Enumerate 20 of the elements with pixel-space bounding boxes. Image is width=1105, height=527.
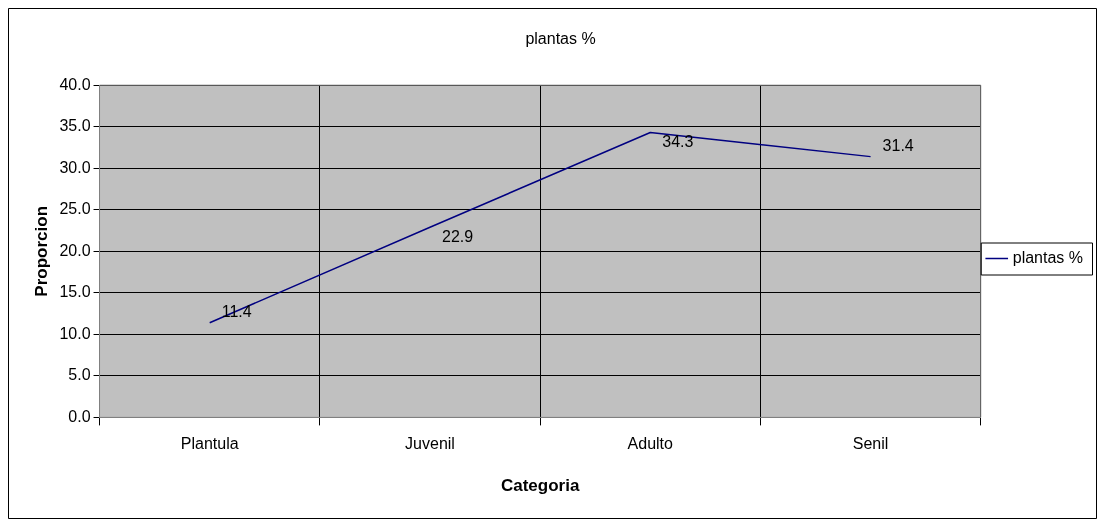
x-tick-label: Senil [852,435,889,453]
y-tick-label: 0.0 [68,407,91,425]
data-label: 22.9 [441,227,474,245]
y-tick-label: 15.0 [59,283,91,301]
y-tick-label: 35.0 [59,117,91,135]
y-tick-label: 40.0 [59,75,91,93]
y-tick-label: 10.0 [59,324,91,342]
y-tick-label: 5.0 [68,366,91,384]
y-tick-label: 20.0 [59,241,91,259]
x-axis-title: Categoria [500,476,580,496]
x-tick-label: Adulto [627,435,674,453]
legend-label: plantas % [1012,248,1083,266]
y-tick-label: 30.0 [59,158,91,176]
x-tick-label: Juvenil [405,435,455,453]
y-tick-label: 25.0 [59,200,91,218]
y-axis-title: Proporcion [31,205,51,297]
x-tick-label: Plantula [180,435,239,453]
chart-title: plantas % [525,30,596,48]
data-label: 31.4 [882,137,914,155]
data-label: 34.3 [662,132,694,150]
